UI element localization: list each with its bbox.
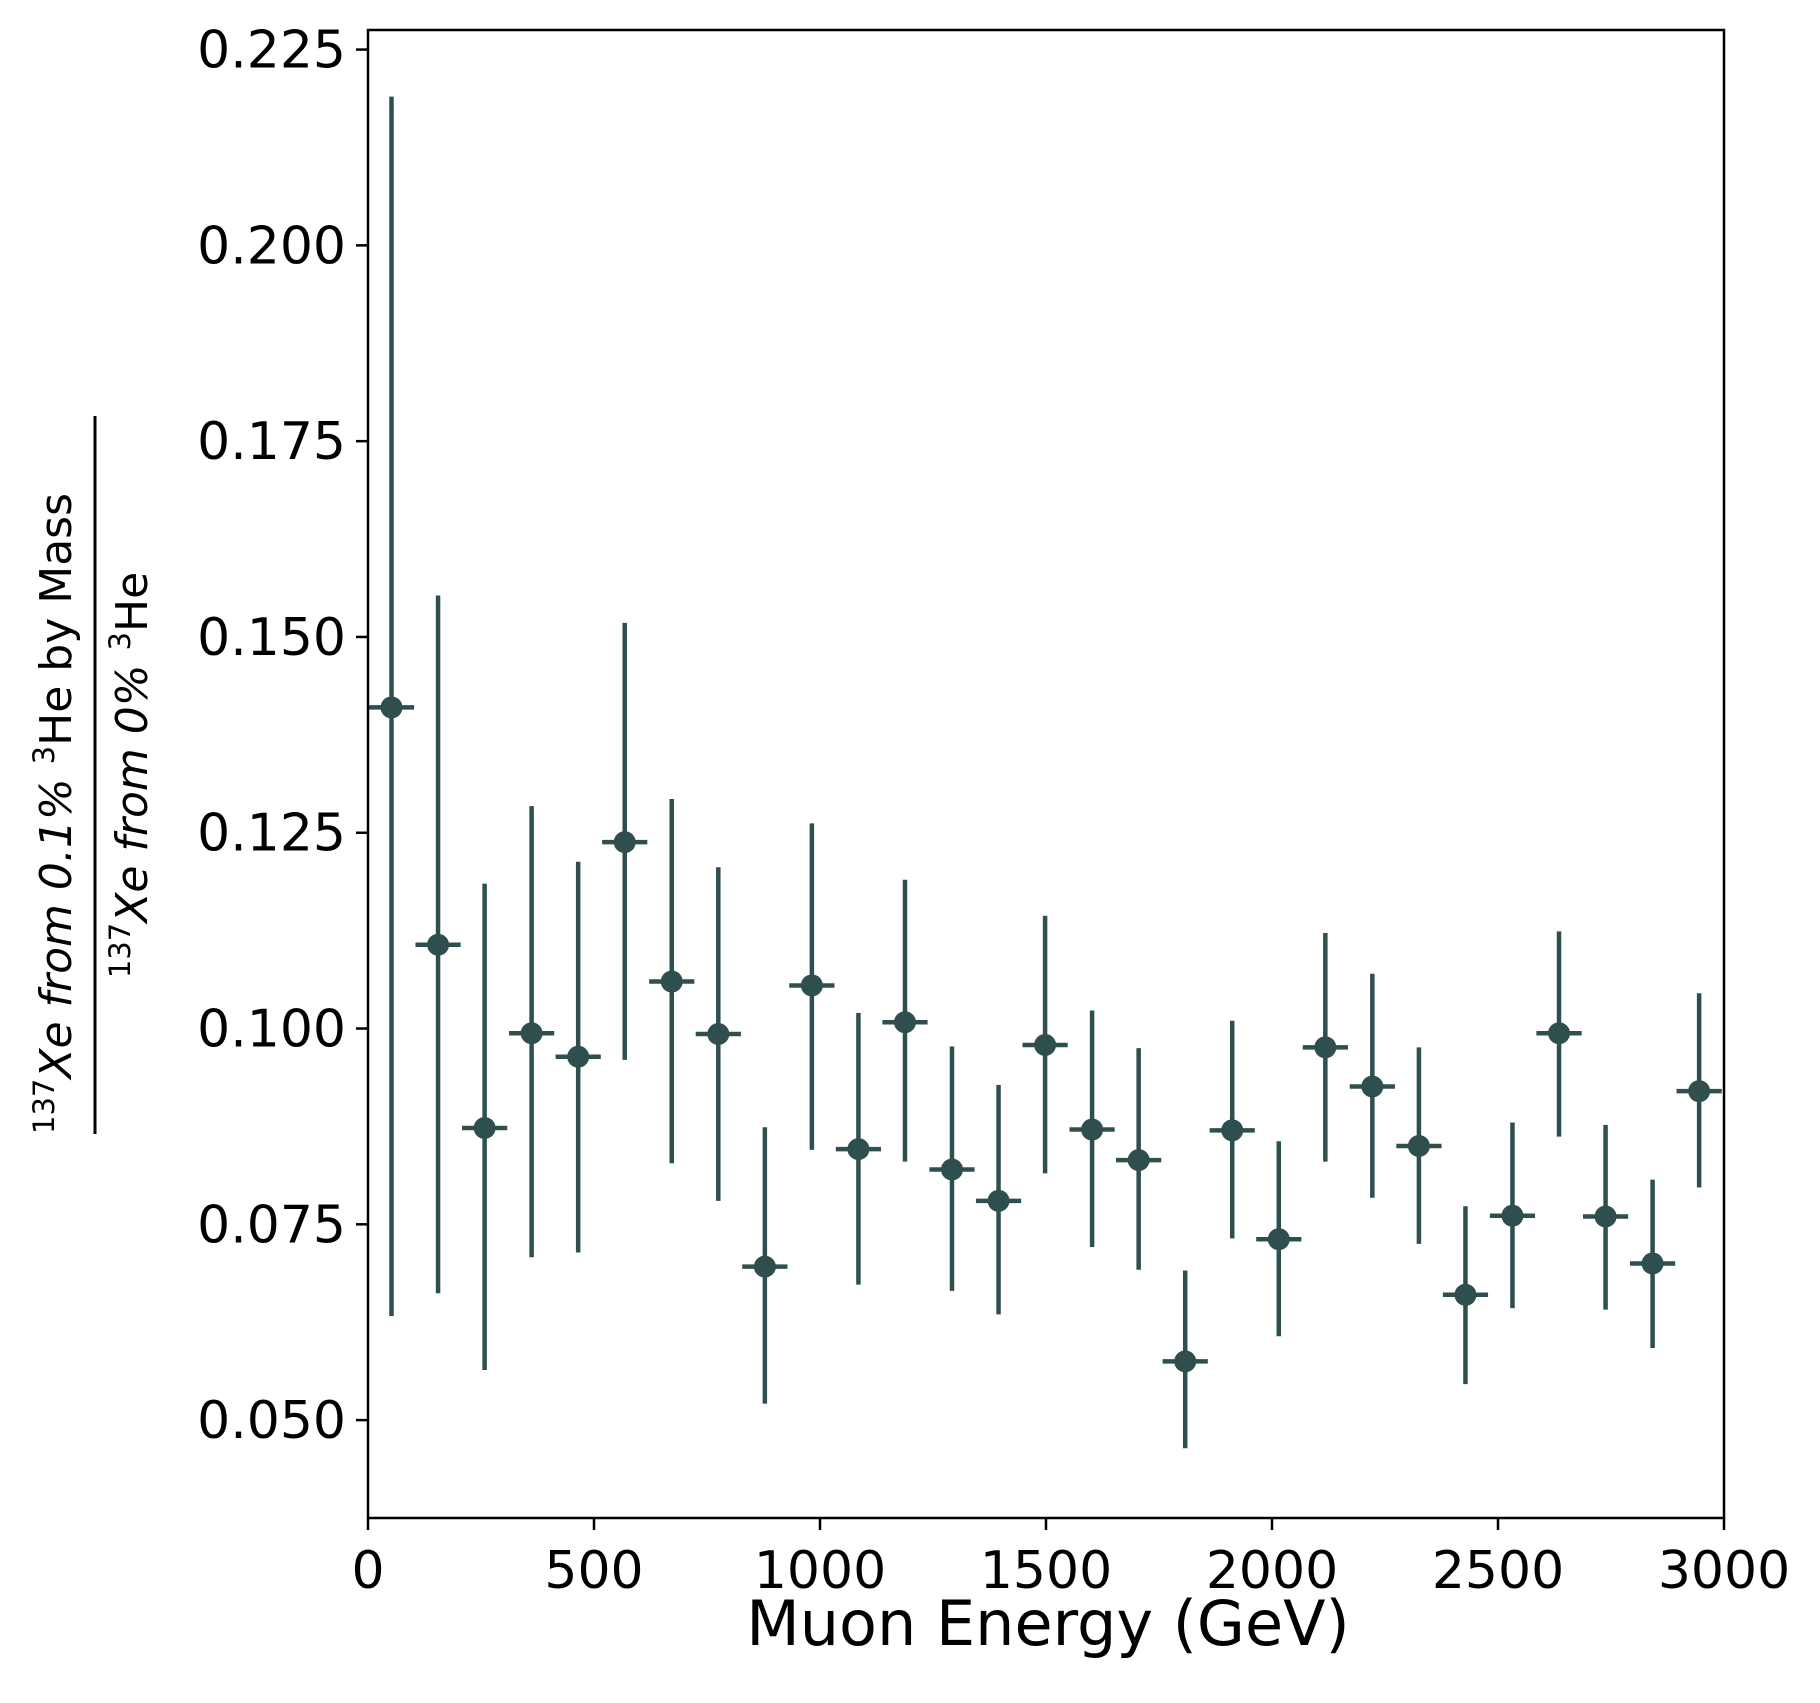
data-point — [613, 831, 636, 854]
data-point — [1034, 1033, 1057, 1056]
x-tick-label: 3000 — [1658, 1541, 1790, 1601]
x-tick-label: 500 — [544, 1541, 643, 1601]
data-point — [940, 1158, 963, 1181]
x-tick-label: 1000 — [754, 1541, 886, 1601]
data-point — [473, 1116, 496, 1139]
data-point — [1594, 1205, 1617, 1228]
data-point — [707, 1023, 730, 1046]
data-point — [847, 1138, 870, 1161]
data-point — [427, 933, 450, 956]
data-point — [1501, 1204, 1524, 1227]
data-points — [368, 96, 1722, 1449]
data-point — [987, 1189, 1010, 1212]
data-point — [1081, 1118, 1104, 1141]
data-point — [1548, 1022, 1571, 1045]
y-tick-label: 0.175 — [197, 412, 346, 472]
data-point — [567, 1045, 590, 1068]
data-point — [1688, 1080, 1711, 1103]
data-point — [1267, 1228, 1290, 1251]
y-tick-label: 0.225 — [197, 21, 346, 81]
y-tick-label: 0.200 — [197, 216, 346, 276]
x-tick-label: 2000 — [1206, 1541, 1338, 1601]
y-axis-ticks: 0.050 0.075 0.100 0.125 0.150 0.175 0.200 0.225 — [197, 21, 368, 1451]
x-axis-ticks: 0 500 1000 1500 2000 2500 3000 — [351, 1518, 1790, 1601]
data-point — [660, 970, 683, 993]
x-tick-label: 2500 — [1432, 1541, 1564, 1601]
data-point — [1127, 1149, 1150, 1172]
data-point — [1314, 1036, 1337, 1059]
y-tick-label: 0.075 — [197, 1195, 346, 1255]
y-tick-label: 0.050 — [197, 1391, 346, 1451]
data-point — [1174, 1350, 1197, 1373]
x-axis-label: Muon Energy (GeV) — [746, 1587, 1349, 1660]
data-point — [1407, 1135, 1430, 1157]
data-point — [800, 974, 823, 997]
y-tick-label: 0.125 — [197, 804, 346, 864]
data-point — [1221, 1119, 1244, 1142]
data-point — [380, 696, 403, 719]
data-point — [1361, 1075, 1384, 1098]
data-point — [753, 1255, 776, 1278]
data-point — [893, 1011, 916, 1034]
data-point — [1641, 1252, 1664, 1275]
data-point — [520, 1022, 543, 1045]
y-axis-label: 137Xe from 0.1% 3He by Mass 137Xe from 0… — [27, 416, 158, 1134]
y-axis-label-numerator: 137Xe from 0.1% 3He by Mass — [27, 493, 82, 1134]
y-tick-label: 0.150 — [197, 608, 346, 668]
y-axis-label-denominator: 137Xe from 0% 3He — [103, 572, 158, 978]
plot-frame — [366, 28, 1726, 1520]
data-point — [1454, 1283, 1477, 1306]
y-tick-label: 0.100 — [197, 1000, 346, 1060]
x-tick-label: 1500 — [980, 1541, 1112, 1601]
x-tick-label: 0 — [351, 1541, 384, 1601]
